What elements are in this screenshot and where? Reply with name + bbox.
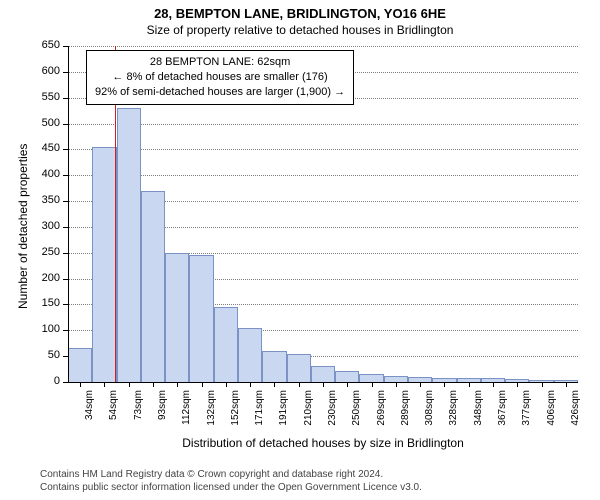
ytick-label: 0 — [30, 375, 60, 387]
chart-container: 28, BEMPTON LANE, BRIDLINGTON, YO16 6HE … — [0, 0, 600, 500]
ytick-label: 350 — [30, 194, 60, 206]
y-axis-label: Number of detached properties — [16, 144, 30, 309]
footer-attribution: Contains HM Land Registry data © Crown c… — [40, 468, 422, 494]
ytick-label: 400 — [30, 168, 60, 180]
ytick-label: 650 — [30, 39, 60, 51]
bar — [214, 307, 238, 382]
grid-line — [68, 46, 578, 47]
annotation-line1: 28 BEMPTON LANE: 62sqm — [95, 55, 345, 70]
y-axis-line — [68, 46, 69, 382]
bar — [92, 147, 116, 382]
x-axis-label: Distribution of detached houses by size … — [68, 436, 578, 450]
bar — [359, 374, 383, 382]
title-main: 28, BEMPTON LANE, BRIDLINGTON, YO16 6HE — [0, 6, 600, 21]
annotation-line2: ← 8% of detached houses are smaller (176… — [95, 70, 345, 85]
footer-line2: Contains public sector information licen… — [40, 481, 422, 494]
ytick-label: 500 — [30, 117, 60, 129]
grid-line — [68, 149, 578, 150]
bar — [117, 108, 141, 382]
ytick-label: 550 — [30, 91, 60, 103]
annotation-line3: 92% of semi-detached houses are larger (… — [95, 85, 345, 100]
bar — [189, 255, 213, 382]
annotation-box: 28 BEMPTON LANE: 62sqm ← 8% of detached … — [86, 50, 354, 105]
x-axis-line — [68, 382, 578, 383]
bar — [287, 354, 311, 382]
bar — [141, 191, 165, 382]
ytick-label: 200 — [30, 272, 60, 284]
bar — [238, 328, 262, 382]
bar — [165, 253, 189, 382]
ytick-label: 50 — [30, 349, 60, 361]
bar — [68, 348, 92, 382]
bar — [335, 371, 359, 382]
title-block: 28, BEMPTON LANE, BRIDLINGTON, YO16 6HE … — [0, 0, 600, 37]
ytick-label: 100 — [30, 323, 60, 335]
grid-line — [68, 175, 578, 176]
grid-line — [68, 124, 578, 125]
ytick-label: 450 — [30, 142, 60, 154]
ytick-label: 250 — [30, 246, 60, 258]
bar — [262, 351, 286, 382]
ytick-label: 150 — [30, 297, 60, 309]
bar — [311, 366, 335, 382]
title-sub: Size of property relative to detached ho… — [0, 23, 600, 37]
ytick-label: 300 — [30, 220, 60, 232]
footer-line1: Contains HM Land Registry data © Crown c… — [40, 468, 422, 481]
ytick-label: 600 — [30, 65, 60, 77]
